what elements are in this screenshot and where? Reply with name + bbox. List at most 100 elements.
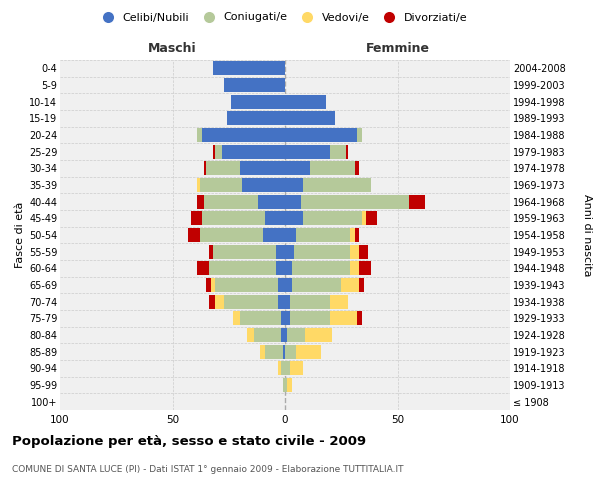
Bar — [409, 194, 425, 209]
Bar — [276, 244, 285, 259]
Bar — [285, 162, 310, 175]
Bar — [209, 261, 276, 276]
Bar — [303, 211, 361, 226]
Text: COMUNE DI SANTA LUCE (PI) - Dati ISTAT 1° gennaio 2009 - Elaborazione TUTTITALIA: COMUNE DI SANTA LUCE (PI) - Dati ISTAT 1… — [12, 465, 404, 474]
Bar — [305, 328, 332, 342]
Bar — [222, 144, 285, 159]
Bar — [294, 244, 350, 259]
Bar — [330, 144, 346, 159]
Bar — [240, 162, 285, 175]
Bar — [355, 162, 359, 175]
Bar — [310, 162, 355, 175]
Bar — [278, 294, 285, 308]
Bar — [213, 244, 276, 259]
Y-axis label: Anni di nascita: Anni di nascita — [582, 194, 592, 276]
Bar — [330, 294, 348, 308]
Bar — [213, 144, 215, 159]
Bar — [350, 244, 359, 259]
Bar — [350, 228, 355, 242]
Bar — [361, 211, 366, 226]
Bar — [254, 328, 281, 342]
Bar — [278, 278, 285, 292]
Bar — [285, 294, 290, 308]
Bar — [242, 178, 285, 192]
Bar — [285, 311, 290, 326]
Legend: Celibi/Nubili, Coniugati/e, Vedovi/e, Divorziati/e: Celibi/Nubili, Coniugati/e, Vedovi/e, Di… — [92, 8, 472, 27]
Bar — [285, 128, 357, 142]
Bar — [285, 94, 325, 109]
Bar — [285, 194, 301, 209]
Bar — [278, 361, 281, 376]
Bar — [296, 344, 321, 359]
Bar — [197, 178, 199, 192]
Bar — [285, 178, 303, 192]
Bar — [287, 378, 292, 392]
Bar — [281, 328, 285, 342]
Bar — [301, 194, 409, 209]
Bar — [366, 211, 377, 226]
Bar — [263, 228, 285, 242]
Bar — [247, 328, 254, 342]
Bar — [227, 112, 285, 126]
Bar — [191, 211, 202, 226]
Bar — [224, 78, 285, 92]
Bar — [285, 361, 290, 376]
Bar — [281, 361, 285, 376]
Bar — [224, 294, 278, 308]
Bar — [357, 311, 361, 326]
Bar — [287, 328, 305, 342]
Bar — [276, 261, 285, 276]
Bar — [265, 344, 283, 359]
Bar — [359, 244, 368, 259]
Bar — [231, 94, 285, 109]
Bar — [206, 278, 211, 292]
Bar — [260, 344, 265, 359]
Bar — [197, 128, 202, 142]
Bar — [199, 178, 242, 192]
Bar — [355, 228, 359, 242]
Bar — [285, 144, 330, 159]
Bar — [265, 211, 285, 226]
Bar — [346, 144, 348, 159]
Bar — [283, 344, 285, 359]
Bar — [199, 228, 263, 242]
Bar — [359, 261, 371, 276]
Bar — [211, 278, 215, 292]
Bar — [240, 311, 281, 326]
Bar — [285, 112, 335, 126]
Bar — [202, 128, 285, 142]
Bar — [330, 311, 357, 326]
Bar — [285, 278, 292, 292]
Bar — [281, 311, 285, 326]
Bar — [357, 128, 361, 142]
Bar — [213, 62, 285, 76]
Bar — [204, 162, 206, 175]
Bar — [290, 361, 303, 376]
Text: Maschi: Maschi — [148, 42, 197, 55]
Bar — [188, 228, 199, 242]
Bar — [296, 228, 350, 242]
Bar — [283, 378, 285, 392]
Bar — [285, 228, 296, 242]
Bar — [285, 211, 303, 226]
Bar — [285, 378, 287, 392]
Bar — [202, 211, 265, 226]
Bar — [285, 244, 294, 259]
Bar — [215, 144, 222, 159]
Bar — [233, 311, 240, 326]
Bar — [290, 311, 330, 326]
Bar — [290, 294, 330, 308]
Bar — [285, 344, 296, 359]
Bar — [209, 244, 213, 259]
Bar — [204, 194, 258, 209]
Bar — [359, 278, 364, 292]
Bar — [292, 278, 341, 292]
Bar — [285, 261, 292, 276]
Bar — [215, 278, 278, 292]
Bar — [209, 294, 215, 308]
Bar — [285, 328, 287, 342]
Text: Femmine: Femmine — [365, 42, 430, 55]
Text: Popolazione per età, sesso e stato civile - 2009: Popolazione per età, sesso e stato civil… — [12, 435, 366, 448]
Bar — [350, 261, 359, 276]
Bar — [206, 162, 240, 175]
